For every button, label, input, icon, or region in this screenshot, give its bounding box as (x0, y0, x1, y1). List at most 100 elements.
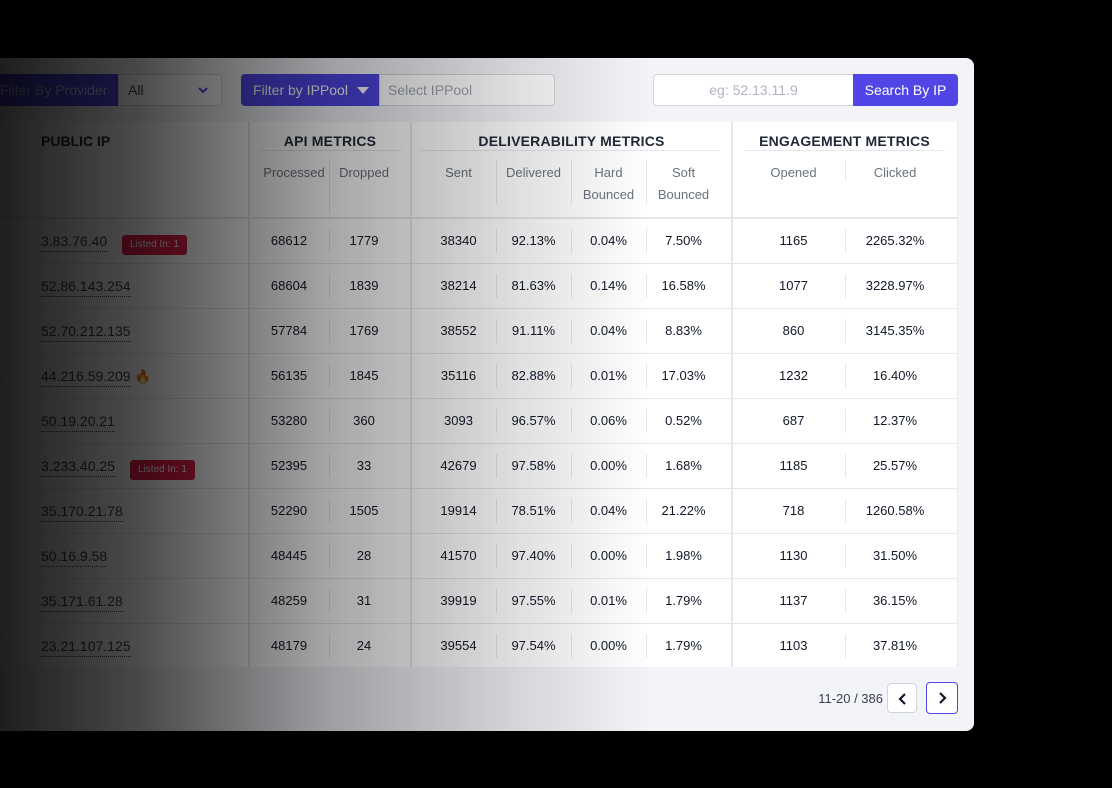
filter-by-ippool-label: Filter by IPPool (253, 82, 348, 98)
cell-separator (329, 274, 330, 298)
opened-cell: 860 (782, 323, 805, 338)
public-ip-link[interactable]: 35.170.21.78 (41, 503, 123, 522)
engagement-metrics-header: ENGAGEMENT METRICS (759, 133, 930, 149)
cell-separator (329, 409, 330, 433)
public-ip-cell[interactable]: 52.70.212.135 (41, 309, 131, 353)
public-ip-link[interactable]: 35.171.61.28 (41, 593, 123, 612)
cell-separator (845, 634, 846, 658)
ip-search-input[interactable] (653, 74, 854, 106)
public-ip-cell[interactable]: 44.216.59.209 🔥 (41, 354, 151, 398)
cell-separator (646, 229, 647, 253)
chevron-right-icon (939, 692, 947, 704)
table-row[interactable]: 23.21.107.125 48179 24 39554 97.54% 0.00% 1.79… (0, 624, 957, 667)
sent-cell: 38214 (440, 278, 477, 293)
provider-select-value: All (128, 82, 144, 98)
search-by-ip-button[interactable]: Search By IP (853, 74, 958, 106)
cell-separator (845, 544, 846, 568)
cell-separator (646, 274, 647, 298)
hard-bounced-header: Hard Bounced (571, 162, 646, 206)
delivered-cell: 97.58% (511, 458, 556, 473)
api-metrics-header: API METRICS (283, 133, 377, 149)
dropped-cell: 1839 (349, 278, 379, 293)
table-row[interactable]: 50.16.9.58 48445 28 41570 97.40% 0.00% 1.98% 11… (0, 534, 957, 579)
opened-cell: 718 (782, 503, 805, 518)
soft-bounced-label: Soft Bounced (657, 165, 710, 202)
cell-separator (845, 409, 846, 433)
prev-page-button[interactable] (887, 683, 917, 713)
cell-separator (496, 589, 497, 613)
cell-separator (329, 229, 330, 253)
cell-separator (571, 409, 572, 433)
cell-separator (329, 499, 330, 523)
opened-cell: 1077 (779, 278, 808, 293)
public-ip-cell[interactable]: 35.170.21.78 (41, 489, 123, 533)
opened-cell: 687 (782, 413, 805, 428)
cell-separator (571, 364, 572, 388)
cell-separator (329, 364, 330, 388)
filter-by-provider-button[interactable]: Filter By Provider (0, 74, 118, 106)
delivered-cell: 96.57% (511, 413, 556, 428)
table-row[interactable]: 35.171.61.28 48259 31 39919 97.55% 0.01% 1.79%… (0, 579, 957, 624)
processed-cell: 48259 (270, 593, 308, 608)
hard-bounced-cell: 0.00% (590, 638, 627, 653)
cell-separator (496, 364, 497, 388)
clicked-header: Clicked (873, 165, 917, 180)
cell-separator (329, 544, 330, 568)
soft-bounced-cell: 1.79% (665, 638, 702, 653)
sent-cell: 3093 (444, 413, 473, 428)
public-ip-link[interactable]: 3.83.76.40 (41, 233, 108, 252)
processed-cell: 56135 (270, 368, 308, 383)
public-ip-cell[interactable]: 35.171.61.28 (41, 579, 123, 623)
table-row[interactable]: 35.170.21.78 52290 1505 19914 78.51% 0.04% 21.… (0, 489, 957, 534)
public-ip-link[interactable]: 23.21.107.125 (41, 638, 131, 657)
public-ip-link[interactable]: 50.16.9.58 (41, 548, 108, 567)
dropped-cell: 1769 (349, 323, 379, 338)
dropped-header: Dropped (339, 165, 389, 180)
public-ip-link[interactable]: 3.233.40.25 (41, 458, 115, 477)
cell-separator (571, 319, 572, 343)
opened-cell: 1165 (779, 233, 808, 248)
sent-cell: 42679 (440, 458, 477, 473)
hard-bounced-cell: 0.06% (590, 413, 627, 428)
provider-select[interactable]: All (118, 74, 222, 106)
cell-separator (646, 634, 647, 658)
delivered-cell: 91.11% (511, 323, 556, 338)
sent-cell: 39919 (440, 593, 477, 608)
public-ip-cell[interactable]: 23.21.107.125 (41, 624, 131, 667)
table-row[interactable]: 3.83.76.40 Listed In: 1 68612 1779 38340 92.1… (0, 219, 957, 264)
public-ip-cell[interactable]: 3.83.76.40 (41, 219, 108, 263)
table-row[interactable]: 52.70.212.135 57784 1769 38552 91.11% 0.04% 8.… (0, 309, 957, 354)
next-page-button[interactable] (926, 682, 958, 714)
cell-separator (329, 319, 330, 343)
chevron-down-icon (198, 87, 208, 94)
ippool-select[interactable]: Select IPPool (379, 74, 555, 106)
filter-by-ippool-button[interactable]: Filter by IPPool (241, 74, 379, 106)
public-ip-cell[interactable]: 52.86.143.254 (41, 264, 131, 308)
delivered-cell: 92.13% (511, 233, 556, 248)
soft-bounced-cell: 1.98% (665, 548, 702, 563)
table-row[interactable]: 50.19.20.21 53280 360 3093 96.57% 0.06% 0.52% 6… (0, 399, 957, 444)
public-ip-link[interactable]: 50.19.20.21 (41, 413, 115, 432)
clicked-cell: 1260.58% (865, 503, 925, 518)
public-ip-cell[interactable]: 3.233.40.25 (41, 444, 115, 488)
cell-separator (329, 634, 330, 658)
clicked-cell: 2265.32% (865, 233, 925, 248)
public-ip-cell[interactable]: 50.19.20.21 (41, 399, 115, 443)
cell-separator (646, 319, 647, 343)
public-ip-header: PUBLIC IP (41, 133, 111, 149)
hard-bounced-cell: 0.01% (590, 593, 627, 608)
public-ip-link[interactable]: 52.70.212.135 (41, 323, 131, 342)
dropped-cell: 1845 (349, 368, 379, 383)
delivered-cell: 97.40% (511, 548, 556, 563)
public-ip-link[interactable]: 44.216.59.209 (41, 368, 131, 387)
table-row[interactable]: 52.86.143.254 68604 1839 38214 81.63% 0.14% 16… (0, 264, 957, 309)
cell-separator (496, 319, 497, 343)
api-metrics-group: API METRICS Processed Dropped (249, 122, 411, 217)
cell-separator (571, 634, 572, 658)
opened-cell: 1137 (779, 593, 808, 608)
public-ip-link[interactable]: 52.86.143.254 (41, 278, 131, 297)
public-ip-cell[interactable]: 50.16.9.58 (41, 534, 108, 578)
clicked-cell: 37.81% (872, 638, 918, 653)
table-row[interactable]: 44.216.59.209 🔥 56135 1845 35116 82.88% 0.01% 1… (0, 354, 957, 399)
table-row[interactable]: 3.233.40.25 Listed In: 1 52395 33 42679 97.58… (0, 444, 957, 489)
